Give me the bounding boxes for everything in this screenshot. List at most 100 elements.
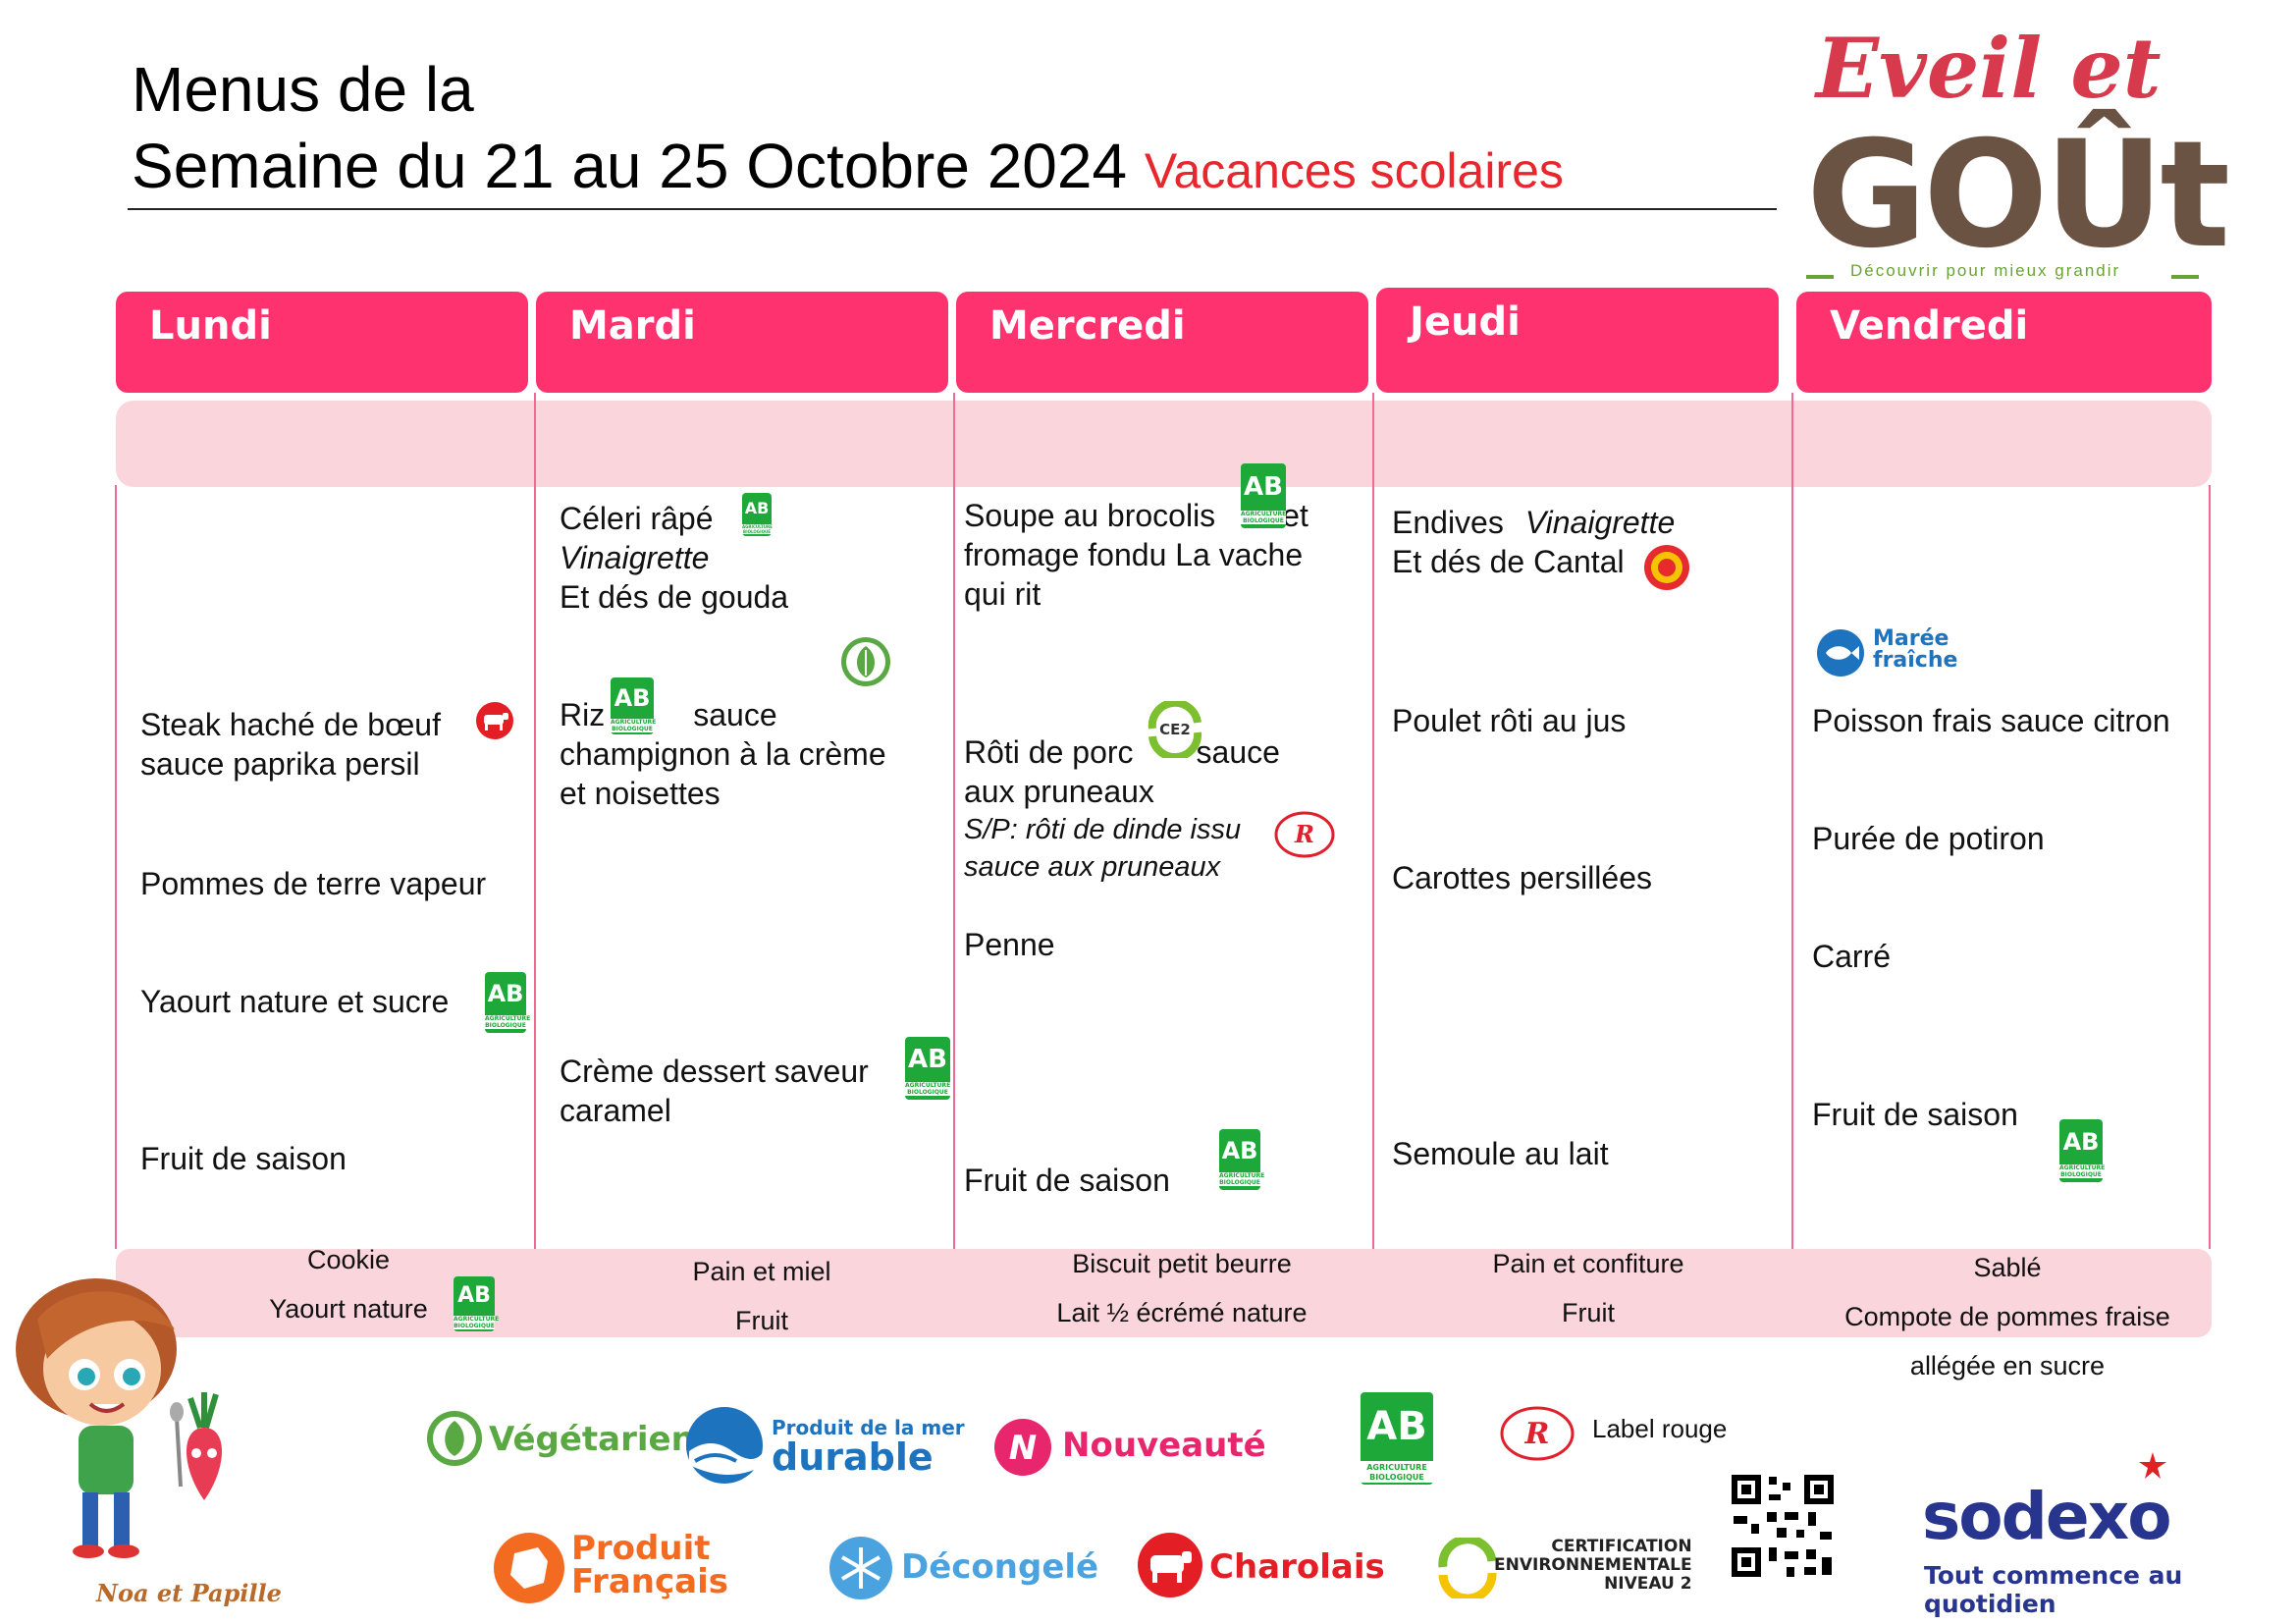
menu-text: Riz <box>560 697 606 732</box>
logo-tagline: Découvrir pour mieux grandir <box>1850 261 2121 280</box>
charolais-icon <box>1138 1533 1202 1597</box>
menu-line: Steak haché de bœuf <box>140 707 441 742</box>
menu-line: Rôti de porc sauce <box>964 732 1280 772</box>
legend-line: CERTIFICATION <box>1551 1537 1692 1556</box>
menu-line: sauce paprika persil <box>140 746 420 782</box>
jeudi-side: Carottes persillées <box>1392 860 1652 895</box>
ab-small: AGRICULTURE BIOLOGIQUE <box>1361 1461 1433 1483</box>
label-rouge-icon: R <box>1500 1406 1575 1461</box>
snack-mercredi-1: Biscuit petit beurre <box>1072 1249 1292 1278</box>
menu-line: Vinaigrette <box>560 540 710 575</box>
lundi-main: Steak haché de bœuf sauce paprika persil <box>140 705 441 784</box>
snack-jeudi-1: Pain et confiture <box>1492 1249 1684 1278</box>
ab-icon: AB AGRICULTURE BIOLOGIQUE <box>2059 1119 2106 1182</box>
menu-line: Crème dessert saveur <box>560 1054 869 1089</box>
menu-line: Endives Vinaigrette <box>1392 503 1675 542</box>
week-dates: Semaine du 21 au 25 Octobre 2024 <box>132 131 1128 201</box>
menu-line: aux pruneaux <box>964 774 1154 809</box>
ab-text: AB <box>1244 472 1283 502</box>
ab-icon: AB AGRICULTURE BIOLOGIQUE <box>1361 1392 1433 1485</box>
legend-line: NIVEAU 2 <box>1604 1574 1692 1594</box>
qr-code[interactable] <box>1730 1473 1836 1579</box>
day-label: Mardi <box>569 303 696 349</box>
column-divider <box>953 393 955 1337</box>
menu-text: sauce <box>693 697 777 732</box>
ab-text: AB <box>2062 1128 2100 1156</box>
menu-line: S/P: rôti de dinde issu <box>964 814 1242 845</box>
sodexo-tagline: Tout commence au quotidien <box>1924 1561 2183 1618</box>
column-divider <box>1372 393 1374 1337</box>
menu-line: Et dés de Cantal <box>1392 544 1625 579</box>
legend-decongele: Décongelé <box>901 1547 1099 1587</box>
day-header-lundi: Lundi <box>116 292 528 393</box>
maree-line: fraîche <box>1873 648 1958 673</box>
ab-text: AB <box>487 980 524 1007</box>
new-icon: N <box>994 1419 1051 1476</box>
lundi-dairy: Yaourt nature et sucre <box>140 984 450 1019</box>
logo-gout: GOÛt <box>1806 110 2230 281</box>
menu-line: et noisettes <box>560 776 721 811</box>
menu-text: Vinaigrette <box>1524 505 1676 540</box>
legend-nouveaute: Nouveauté <box>1062 1426 1266 1465</box>
legend-mer-top: Produit de la mer <box>772 1416 965 1439</box>
day-label: Mercredi <box>989 303 1186 349</box>
ab-small: AGRICULTURE BIOLOGIQUE <box>905 1082 951 1096</box>
menu-line: Et dés de gouda <box>560 579 789 615</box>
legend-line: Français <box>571 1562 728 1601</box>
ab-small: AGRICULTURE BIOLOGIQUE <box>2059 1164 2106 1178</box>
menu-text: Endives <box>1392 505 1504 540</box>
column-divider <box>115 485 117 1249</box>
legend-certification: CERTIFICATION ENVIRONNEMENTALE NIVEAU 2 <box>1494 1538 1692 1594</box>
ab-icon: AB AGRICULTURE BIOLOGIQUE <box>485 972 530 1033</box>
menu-text: sauce <box>1196 734 1280 770</box>
label-rouge-icon: R <box>1274 811 1335 858</box>
holiday-subtitle: Vacances scolaires <box>1144 143 1564 198</box>
ab-text: AB <box>457 1283 491 1308</box>
ab-icon: AB AGRICULTURE BIOLOGIQUE <box>742 493 773 536</box>
mascot-illustration <box>16 1278 222 1558</box>
snack-jeudi-2: Fruit <box>1562 1298 1615 1327</box>
ce2-icon: CE2 <box>1148 701 1202 758</box>
ab-icon: AB AGRICULTURE BIOLOGIQUE <box>905 1037 950 1100</box>
day-label: Jeudi <box>1410 299 1521 345</box>
vendredi-main: Poisson frais sauce citron <box>1812 703 2170 738</box>
menu-line: champignon à la crème <box>560 736 886 772</box>
eveil-et-gout-logo: Eveil et GOÛt Découvrir pour mieux grand… <box>1806 20 2230 295</box>
ab-icon: AB AGRICULTURE BIOLOGIQUE <box>1219 1129 1265 1190</box>
ab-small: AGRICULTURE BIOLOGIQUE <box>454 1316 500 1329</box>
vendredi-side: Purée de potiron <box>1812 821 2045 856</box>
day-label: Lundi <box>149 303 272 349</box>
menu-line: Soupe au brocolis et <box>964 496 1308 535</box>
snowflake-icon <box>829 1537 892 1599</box>
legend-charolais: Charolais <box>1209 1547 1385 1587</box>
day-header-mardi: Mardi <box>536 292 948 393</box>
vendredi-cheese: Carré <box>1812 939 1892 974</box>
snack-mercredi-2: Lait ½ écrémé nature <box>1056 1298 1308 1327</box>
vegetarian-icon <box>427 1411 482 1466</box>
snack-vendredi-3: allégée en sucre <box>1909 1351 2106 1380</box>
title-line-2: Semaine du 21 au 25 Octobre 2024 Vacance… <box>132 128 1564 209</box>
ab-small: AGRICULTURE BIOLOGIQUE <box>1219 1172 1265 1186</box>
snack-lundi-2: Yaourt nature <box>269 1294 428 1324</box>
column-divider <box>2209 485 2211 1249</box>
ab-text: AB <box>1366 1404 1427 1449</box>
mercredi-starter: Soupe au brocolis et fromage fondu La vac… <box>964 496 1308 614</box>
mercredi-side: Penne <box>964 927 1055 962</box>
title-rule <box>128 208 1777 210</box>
page-title: Menus de la Semaine du 21 au 25 Octobre … <box>132 51 1564 209</box>
mercredi-alt: S/P: rôti de dinde issu sauce aux prunea… <box>964 811 1241 886</box>
mercredi-dessert: Fruit de saison <box>964 1163 1170 1198</box>
legend-line: ENVIRONNEMENTALE <box>1494 1555 1692 1575</box>
menu-line: sauce aux pruneaux <box>964 851 1221 883</box>
snack-vendredi-1: Sablé <box>1973 1253 2042 1282</box>
menu-text: Soupe au brocolis <box>964 498 1216 533</box>
ab-icon: AB AGRICULTURE BIOLOGIQUE <box>1241 463 1286 528</box>
menu-line: caramel <box>560 1093 671 1128</box>
snack-mardi-2: Fruit <box>735 1306 788 1335</box>
sodexo-logo: sodexo <box>1922 1479 2172 1554</box>
vendredi-dessert: Fruit de saison <box>1812 1097 2018 1132</box>
menu-line: qui rit <box>964 576 1041 612</box>
legend-vegetarien: Végétarien <box>489 1420 695 1459</box>
sea-product-icon <box>686 1407 764 1484</box>
ab-small: AGRICULTURE BIOLOGIQUE <box>742 524 773 534</box>
